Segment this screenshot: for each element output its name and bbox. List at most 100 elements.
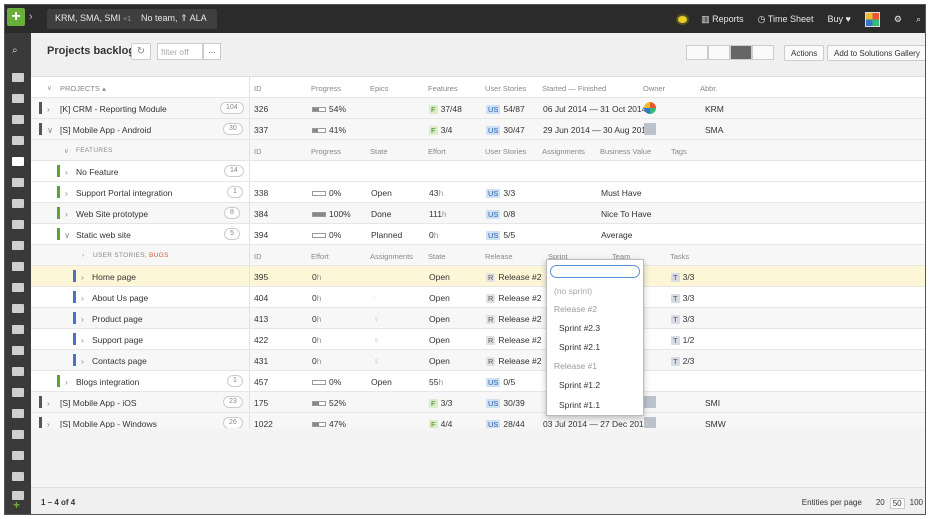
per-page-option-selected[interactable]: 50 — [889, 498, 905, 509]
gear-icon[interactable]: ⚙ — [893, 13, 902, 24]
user-stories-section-header[interactable]: USER STORIES, — [93, 252, 147, 259]
sprint-option[interactable]: Sprint #2.3 — [559, 323, 601, 333]
progress-column-header[interactable]: Progress — [311, 84, 342, 93]
chevron-right-icon[interactable]: › — [65, 167, 68, 177]
story-name[interactable]: Home page — [92, 272, 136, 282]
folder-icon[interactable] — [12, 491, 24, 500]
project-row[interactable]: › [K] CRM - Reporting Module 104 326 54%… — [31, 98, 925, 119]
refresh-button[interactable]: ↻ — [131, 43, 151, 60]
chevron-down-icon[interactable]: ∨ — [47, 125, 54, 135]
feature-name[interactable]: Web Site prototype — [76, 209, 149, 219]
more-button[interactable]: ... — [203, 43, 221, 60]
search-icon[interactable]: ⌕ — [12, 45, 18, 56]
timeline-view-button[interactable] — [752, 45, 774, 60]
feature-name[interactable]: Blogs integration — [76, 377, 140, 387]
sprint-option[interactable]: Sprint #1.1 — [559, 400, 601, 410]
state-column-header[interactable]: State — [428, 252, 446, 261]
assignee-icon[interactable]: ♀ — [373, 356, 380, 366]
id-column-header[interactable]: ID — [254, 84, 262, 93]
folder-icon[interactable] — [12, 451, 24, 460]
feature-row[interactable]: › No Feature 14 — [31, 161, 925, 182]
board-icon[interactable] — [12, 325, 24, 334]
feature-row[interactable]: › Blogs integration 1 457 0% Open 55h US… — [31, 371, 925, 392]
release-column-header[interactable]: Release — [485, 252, 513, 261]
user-stories-column-header[interactable]: User Stories — [485, 84, 527, 93]
filter-input[interactable]: filter off — [157, 43, 203, 60]
chevron-right-icon[interactable]: › — [47, 104, 50, 114]
assignments-column-header[interactable]: Assignments — [542, 147, 585, 156]
sprint-option[interactable]: Sprint #2.1 — [559, 342, 601, 352]
folder-icon[interactable] — [12, 430, 24, 439]
feature-name[interactable]: Static web site — [76, 230, 131, 240]
folder-icon[interactable] — [12, 115, 24, 124]
add-plus-button[interactable]: + — [7, 8, 25, 26]
assignee-icon[interactable]: ♀ — [373, 335, 380, 345]
chevron-right-icon[interactable]: › — [81, 293, 84, 303]
list-icon[interactable] — [12, 178, 24, 187]
feature-name[interactable]: Support Portal integration — [76, 188, 173, 198]
list-view-button[interactable] — [708, 45, 730, 60]
id-column-header[interactable]: ID — [254, 147, 262, 156]
reports-link[interactable]: ▥ Reports — [701, 14, 744, 25]
assignments-column-header[interactable]: Assignments — [370, 252, 413, 261]
user-story-row[interactable]: › Home page 395 0h Open R Release #2 T 3/3 — [31, 266, 925, 287]
sprint-search-input[interactable] — [550, 265, 640, 278]
actions-button[interactable]: Actions — [784, 45, 825, 61]
story-name[interactable]: Product page — [92, 314, 143, 324]
feature-name[interactable]: No Feature — [76, 167, 119, 177]
board-icon[interactable] — [12, 136, 24, 145]
business-value-column-header[interactable]: Business Value — [600, 147, 652, 156]
assignee-icon[interactable]: ◌ — [371, 293, 377, 303]
timesheet-link[interactable]: ◷ Time Sheet — [758, 14, 814, 25]
chevron-right-icon[interactable]: › — [81, 314, 84, 324]
board-icon[interactable] — [12, 367, 24, 376]
chevron-right-icon[interactable]: › — [81, 272, 84, 282]
projects-column-header[interactable]: PROJECTS ▴ — [60, 84, 106, 93]
tasks-column-header[interactable]: Tasks — [670, 252, 690, 261]
team-column-header[interactable]: Team — [612, 252, 631, 261]
chevron-right-icon[interactable]: › — [81, 335, 84, 345]
user-story-row[interactable]: › Product page 413 0h ♀ Open R Release #2… — [31, 308, 925, 329]
board-icon[interactable] — [12, 283, 24, 292]
project-row[interactable]: › [S] Mobile App - iOS 23 175 52% F 3/3 U… — [31, 392, 925, 413]
project-name[interactable]: [S] Mobile App - Windows — [60, 419, 157, 429]
board-view-button[interactable] — [686, 45, 708, 60]
add-view-plus-icon[interactable]: + — [13, 498, 21, 512]
folder-icon[interactable] — [12, 388, 24, 397]
chevron-right-icon[interactable]: › — [47, 398, 50, 408]
search-icon[interactable]: ⌕ — [915, 13, 921, 24]
sprint-option[interactable]: (no sprint) — [554, 286, 593, 296]
board-icon[interactable] — [12, 346, 24, 355]
board-icon[interactable] — [12, 262, 24, 271]
chevron-right-icon[interactable]: › — [65, 209, 68, 219]
chevron-right-icon[interactable]: › — [47, 419, 50, 429]
feature-row[interactable]: › Web Site prototype 8 384 100% Done 111… — [31, 203, 925, 224]
chevron-right-icon[interactable]: › — [65, 377, 68, 387]
user-stories-column-header[interactable]: User Stories — [485, 147, 527, 156]
folder-icon[interactable] — [12, 472, 24, 481]
buy-link[interactable]: Buy ♥ — [828, 14, 851, 24]
feature-row[interactable]: ∨ Static web site 5 394 0% Planned 0h US… — [31, 224, 925, 245]
id-column-header[interactable]: ID — [254, 252, 262, 261]
add-to-gallery-button[interactable]: Add to Solutions Gallery — [827, 45, 925, 61]
progress-column-header[interactable]: Progress — [311, 147, 342, 156]
project-name[interactable]: [K] CRM - Reporting Module — [60, 104, 167, 114]
chevron-down-icon[interactable]: ∨ — [47, 85, 53, 92]
list-icon[interactable] — [12, 220, 24, 229]
sprint-column-header[interactable]: Sprint — [548, 252, 568, 261]
features-section-header[interactable]: FEATURES — [76, 147, 113, 154]
tree-icon[interactable] — [12, 304, 24, 313]
started-finished-column-header[interactable]: Started — Finished — [542, 84, 607, 93]
abbr-column-header[interactable]: Abbr. — [700, 84, 718, 93]
chevron-right-icon[interactable]: › — [29, 11, 33, 23]
chevron-down-icon[interactable]: ∨ — [64, 230, 71, 240]
effort-column-header[interactable]: Effort — [311, 252, 329, 261]
user-story-row[interactable]: › About Us page 404 0h ◌ Open R Release #… — [31, 287, 925, 308]
story-name[interactable]: Support page — [92, 335, 144, 345]
chevron-right-icon[interactable]: › — [65, 188, 68, 198]
folder-icon[interactable] — [12, 94, 24, 103]
context-selector[interactable]: KRM, SMA, SMI +1 No team, ⇑ ALA — [47, 9, 217, 29]
user-story-row[interactable]: › Support page 422 0h ♀ Open R Release #2… — [31, 329, 925, 350]
project-name[interactable]: [S] Mobile App - iOS — [60, 398, 137, 408]
per-page-option[interactable]: 20 — [875, 498, 885, 507]
